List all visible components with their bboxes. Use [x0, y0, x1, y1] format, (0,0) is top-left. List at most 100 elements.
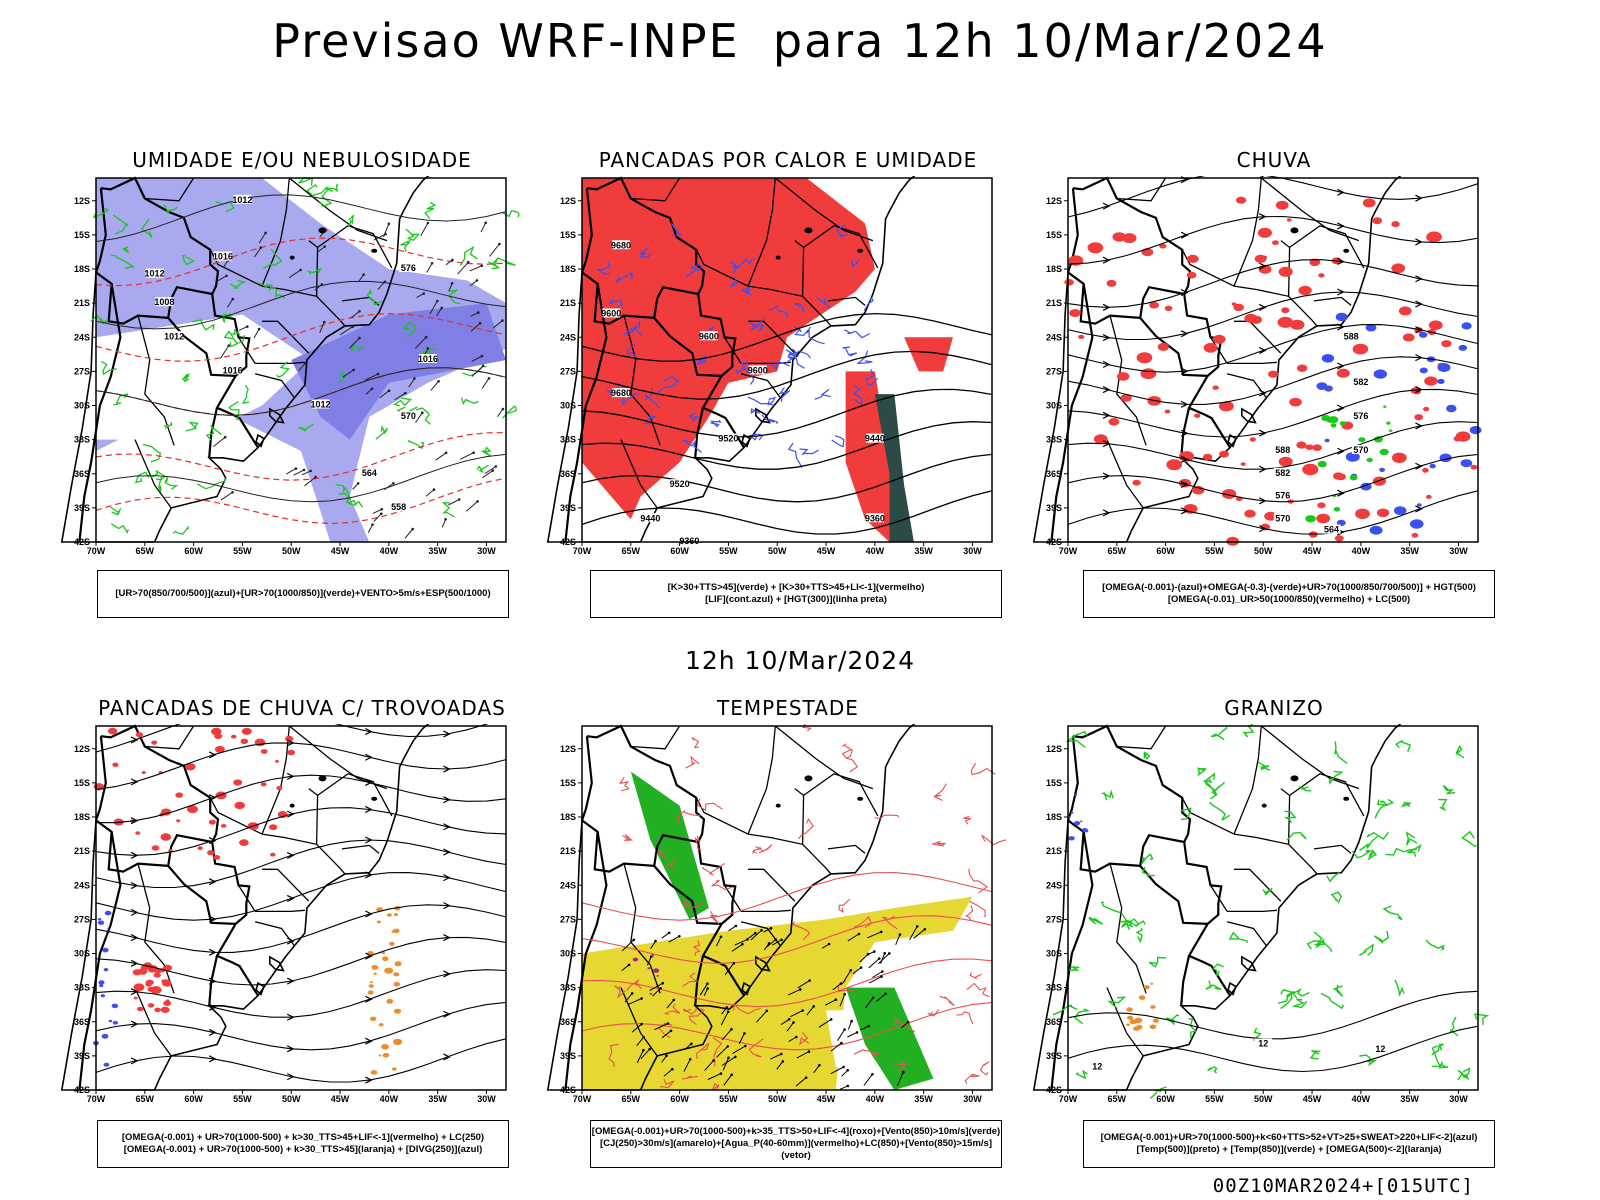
temp850-contour — [1100, 789, 1114, 801]
border-line — [774, 725, 874, 790]
divergence-area — [97, 918, 102, 921]
precip-water-contour — [711, 879, 734, 891]
temp850-contour — [1180, 807, 1192, 820]
contour-label: 570 — [401, 411, 416, 421]
precip-water-contour — [927, 1008, 940, 1017]
contour-label-bg — [1342, 331, 1361, 341]
precip-water-contour — [979, 1061, 990, 1076]
instability-area — [582, 178, 875, 520]
contour-label-bg — [389, 501, 408, 511]
wind-vector-head — [843, 1028, 846, 1031]
streamline-arrow — [286, 851, 295, 859]
border-line — [95, 819, 169, 873]
temp850-contour — [1309, 1050, 1321, 1060]
wind-vector — [806, 1006, 815, 1016]
border-line — [653, 285, 722, 377]
wind-vector — [770, 1053, 782, 1060]
contour-label: 9520 — [670, 479, 690, 489]
rain-area — [1159, 243, 1167, 249]
wind-vector-head — [472, 451, 475, 455]
lat-tick-label: 27S — [560, 366, 576, 376]
temp850-contour — [1328, 770, 1344, 785]
humidity-low-contour — [405, 228, 421, 241]
precip-water-contour — [933, 783, 947, 801]
thunder-orange-area — [370, 1070, 378, 1075]
lat-tick-label: 18S — [74, 812, 90, 822]
rain-area — [1312, 444, 1322, 452]
temp850-contour — [1188, 1017, 1197, 1038]
rain-area — [1453, 435, 1462, 442]
humidity-low-contour — [182, 254, 196, 266]
border-line — [211, 841, 259, 997]
wind-vector-head — [380, 508, 384, 511]
streamline-arrow — [365, 805, 373, 814]
streamline-arrow — [1415, 422, 1423, 430]
rain-area — [1355, 508, 1370, 519]
precip-water-contour — [963, 815, 971, 825]
contour-label: 9520 — [718, 434, 738, 444]
border-line — [1050, 283, 1094, 543]
lif-contour — [806, 326, 825, 345]
wind-vector-head — [906, 1020, 910, 1024]
border-line — [1226, 921, 1267, 946]
humidity-low-contour — [223, 330, 239, 345]
precip-water-contour — [614, 985, 626, 999]
wind-vector-head — [358, 310, 361, 313]
wind-vector — [373, 513, 382, 522]
rain-area — [1202, 453, 1213, 461]
lat-tick-label: 30S — [1046, 949, 1062, 959]
contour-label-bg — [748, 365, 767, 375]
thunder-area — [270, 852, 276, 857]
precip-water-contour — [626, 978, 643, 991]
wind-vector — [238, 326, 248, 331]
lat-tick-label: 27S — [1046, 366, 1062, 376]
temp850-contour — [1330, 891, 1343, 904]
wind-vector — [349, 337, 360, 349]
omega-area — [1429, 463, 1436, 469]
hail-orange-area — [1126, 1007, 1133, 1012]
wind-vector — [865, 997, 874, 1009]
wind-vector-head — [799, 988, 802, 991]
lat-tick-label: 12S — [560, 196, 576, 206]
temp850-contour — [1073, 1008, 1091, 1025]
border-line — [630, 725, 681, 750]
humidity-low-contour — [447, 289, 461, 305]
plot-frame — [95, 177, 507, 543]
humidity-low-contour — [92, 207, 110, 219]
wind-vector — [703, 988, 709, 997]
wind-vector — [839, 994, 846, 1007]
rain-area — [1336, 368, 1350, 378]
humidity-low-contour — [335, 483, 351, 500]
hail-area — [1074, 821, 1081, 826]
streamline — [95, 839, 507, 889]
hgt300-contour — [581, 388, 993, 438]
rain-area — [1424, 376, 1438, 386]
wind-vector — [661, 1055, 667, 1063]
humidity-low-contour — [221, 313, 233, 323]
omega-area — [1437, 378, 1445, 384]
wind-vector — [772, 939, 782, 946]
streamline-arrow — [286, 894, 295, 902]
precip-water-contour — [853, 1049, 880, 1059]
wind-vector — [298, 362, 306, 372]
lon-tick-label: 30W — [1449, 546, 1468, 556]
wind-vector — [868, 958, 880, 969]
wind-vector-head — [323, 245, 327, 248]
humidity-low-contour — [337, 370, 347, 383]
streamline-arrow — [286, 937, 295, 945]
wind-vector-head — [640, 1022, 643, 1026]
wind-vector-head — [734, 1055, 737, 1059]
border-line — [774, 177, 874, 242]
wind-vector-head — [849, 969, 853, 972]
legend-line: [UR>70(850/700/500)](azul)+[UR>70(1000/8… — [115, 588, 491, 599]
contour-label-bg — [1273, 490, 1292, 500]
rain-area — [1212, 385, 1219, 390]
footer-run-info: 00Z10MAR2024+[015UTC] — [1212, 1175, 1474, 1197]
border-line — [1116, 177, 1167, 202]
wind-vector — [715, 936, 722, 947]
thunder-area — [230, 734, 237, 739]
border-line — [1289, 773, 1365, 817]
lon-tick-label: 45W — [331, 1094, 350, 1104]
lat-tick-label: 18S — [1046, 812, 1062, 822]
